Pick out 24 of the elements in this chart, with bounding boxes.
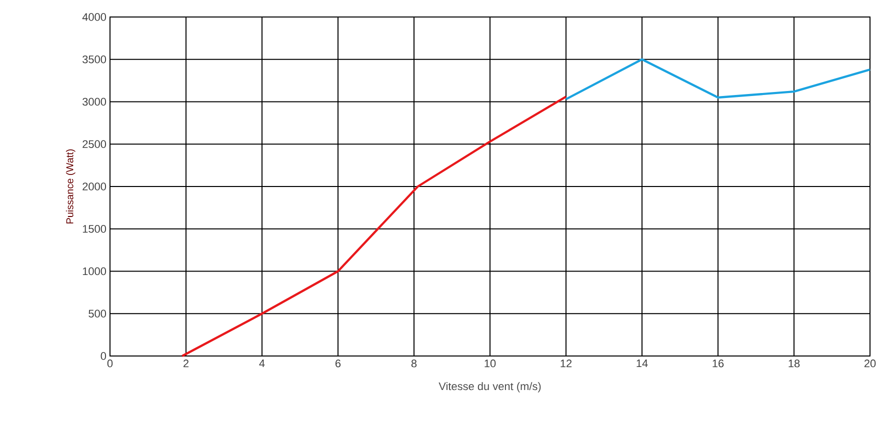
- y-tick-label: 1500: [82, 225, 106, 233]
- x-tick-label: 18: [788, 360, 800, 368]
- x-tick-label: 10: [484, 360, 496, 368]
- y-axis-title: Puissance (Watt): [66, 149, 76, 224]
- x-tick-label: 4: [259, 360, 265, 368]
- x-tick-label: 12: [560, 360, 572, 368]
- y-tick-label: 2000: [82, 182, 106, 190]
- y-tick-label: 2500: [82, 140, 106, 148]
- y-tick-label: 3500: [82, 56, 106, 64]
- y-tick-label: 1000: [82, 267, 106, 276]
- x-tick-label: 0: [107, 360, 113, 368]
- line-series: [564, 58, 872, 100]
- x-tick-label: 20: [864, 360, 876, 368]
- x-tick-label: 14: [636, 360, 648, 368]
- y-tick-label: 500: [88, 310, 106, 318]
- y-tick-label: 0: [100, 352, 106, 360]
- y-tick-label: 4000: [82, 13, 106, 21]
- x-tick-label: 8: [411, 360, 417, 368]
- x-axis-title: Vitesse du vent (m/s): [438, 382, 541, 392]
- x-tick-label: 2: [184, 360, 188, 368]
- y-tick-label: 3000: [82, 98, 106, 106]
- x-tick-label: 16: [712, 360, 724, 368]
- line-series: [181, 96, 568, 358]
- x-tick-label: 6: [336, 360, 341, 368]
